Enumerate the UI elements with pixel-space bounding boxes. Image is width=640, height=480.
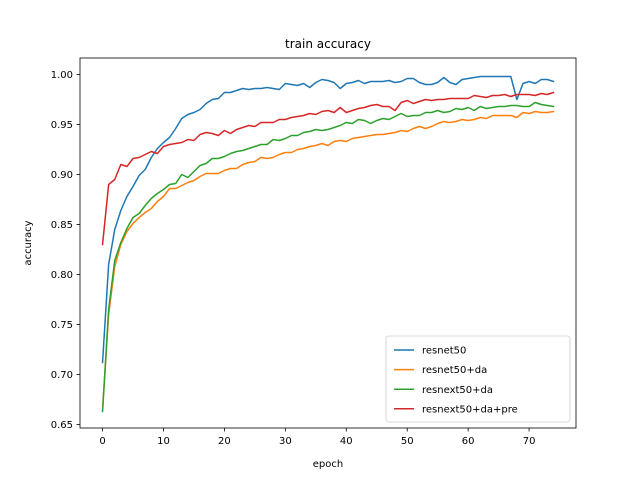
legend: resnet50 resnet50+da resnext50+da resnext50… [385, 335, 571, 423]
x-tick-label: 40 [340, 436, 353, 447]
legend-label: resnet50+da [422, 365, 487, 376]
legend-label: resnext50+da [422, 385, 493, 396]
series-line-1 [101, 110, 555, 411]
y-tick-label: 0.90 [51, 170, 73, 181]
y-tick-label: 0.70 [51, 370, 73, 381]
y-axis-label: accuracy [23, 220, 34, 265]
x-axis-label: epoch [313, 459, 343, 470]
series-line-0 [101, 75, 555, 364]
legend-label: resnext50+da+pre [422, 404, 518, 415]
x-tick-label: 20 [218, 436, 231, 447]
y-tick-label: 0.85 [51, 220, 73, 231]
x-tick-label: 10 [157, 436, 170, 447]
x-tick-label: 60 [462, 436, 475, 447]
legend-box [385, 335, 571, 423]
x-tick-label: 50 [401, 436, 414, 447]
plot-area: 0 10 20 30 40 50 60 70 0.65 0.70 0.75 0.80 0.85 0.90 0… [51, 57, 577, 447]
x-tick-label: 70 [523, 436, 536, 447]
y-tick-label: 0.65 [51, 420, 73, 431]
x-tick-label: 30 [279, 436, 292, 447]
x-tick-label: 0 [99, 436, 105, 447]
series-line-3 [101, 91, 555, 246]
y-tick-label: 1.00 [51, 70, 73, 81]
legend-label: resnet50 [422, 346, 466, 357]
series-line-2 [101, 101, 555, 413]
axes-frame [79, 57, 577, 429]
y-tick-label: 0.75 [51, 320, 73, 331]
y-tick-label: 0.95 [51, 120, 73, 131]
chart-title: train accuracy [285, 37, 371, 51]
y-tick-label: 0.80 [51, 270, 73, 281]
